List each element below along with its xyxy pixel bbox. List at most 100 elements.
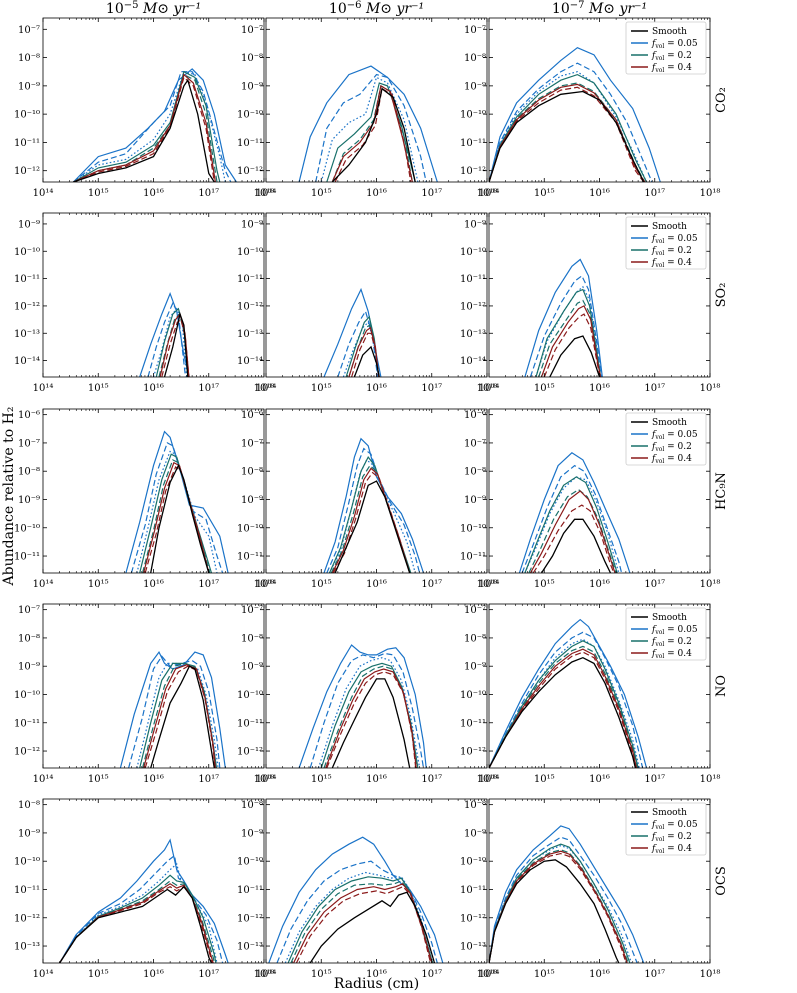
y-tick-label: 10⁻¹⁰ <box>460 110 486 121</box>
smooth-line <box>540 518 612 573</box>
y-tick-label: 10⁻⁷ <box>18 438 40 449</box>
panel: 10¹⁴ 10¹⁵ 10¹⁶ 10¹⁷ 10¹⁸ 10⁻¹² 10⁻¹¹ 10⁻¹⁰ 10⁻⁹ 1… <box>14 17 274 199</box>
smooth-line <box>489 656 637 768</box>
y-tick-label: 10⁻¹² <box>460 301 486 312</box>
legend-label: fvol = 0.2 <box>651 246 692 257</box>
x-tick-label: 10¹⁶ <box>589 579 610 590</box>
x-tick-label: 10¹⁷ <box>644 579 665 590</box>
panel: 10¹⁴ 10¹⁵ 10¹⁶ 10¹⁷ 10¹⁸ 10⁻¹² 10⁻¹¹ 10⁻¹⁰ 10⁻⁹ 1… <box>237 17 497 199</box>
y-tick-label: 10⁻¹⁰ <box>14 690 40 701</box>
series-line <box>489 62 653 182</box>
x-tick-label: 10¹⁶ <box>143 383 164 394</box>
y-tick-label: 10⁻¹² <box>237 913 263 924</box>
smooth-line <box>331 678 411 768</box>
series-line <box>529 274 602 377</box>
curves <box>489 618 648 768</box>
x-tick-label: 10¹⁴ <box>33 188 54 199</box>
series-line <box>543 313 601 377</box>
series-line <box>59 854 224 963</box>
y-tick-label: 10⁻¹² <box>460 913 486 924</box>
x-tick-label: 10¹⁸ <box>477 969 498 980</box>
species-label: HC₉N <box>714 472 729 510</box>
x-tick-label: 10¹⁴ <box>256 579 277 590</box>
x-tick-label: 10¹⁶ <box>366 383 387 394</box>
x-tick-label: 10¹⁵ <box>311 969 332 980</box>
series-line <box>518 452 631 573</box>
species-label: CO₂ <box>714 87 729 113</box>
series-line <box>73 73 216 182</box>
legend-box <box>625 216 707 270</box>
series-line <box>317 657 421 768</box>
y-tick-label: 10⁻¹⁰ <box>237 523 263 534</box>
y-tick-label: 10⁻¹³ <box>237 942 263 953</box>
y-tick-label: 10⁻¹⁰ <box>460 690 486 701</box>
series-line <box>489 849 629 963</box>
x-tick-label: 10¹⁶ <box>589 383 610 394</box>
y-tick-label: 10⁻⁹ <box>464 219 486 230</box>
y-tick-label: 10⁻¹² <box>460 166 486 177</box>
panel: 10¹⁴ 10¹⁵ 10¹⁶ 10¹⁷ 10¹⁸ 10⁻¹³ 10⁻¹² 10⁻¹¹ 10⁻¹⁰… <box>237 798 498 980</box>
plot-frame <box>42 603 265 769</box>
x-tick-label: 10¹⁴ <box>479 188 500 199</box>
series-line <box>489 47 661 182</box>
y-tick-label: 10⁻⁹ <box>241 828 263 839</box>
series-line <box>141 459 211 573</box>
x-tick-label: 10¹⁸ <box>254 969 275 980</box>
series-line <box>284 871 436 963</box>
y-tick-label: 10⁻¹⁰ <box>237 857 263 868</box>
y-tick-label: 10⁻⁹ <box>18 81 40 92</box>
legend-box <box>625 607 707 661</box>
y-tick-label: 10⁻⁹ <box>464 81 486 92</box>
y-tick-label: 10⁻⁹ <box>241 662 263 673</box>
x-tick-label: 10¹⁷ <box>421 969 442 980</box>
curves <box>139 291 190 377</box>
series-line <box>128 655 221 768</box>
x-tick-label: 10¹⁴ <box>33 383 54 394</box>
y-tick-label: 10⁻⁸ <box>241 633 263 644</box>
series-line <box>59 838 229 963</box>
panel: 10¹⁴ 10¹⁵ 10¹⁶ 10¹⁷ 10¹⁸ 10⁻¹⁴ 10⁻¹³ 10⁻¹² 10⁻¹¹… <box>237 212 497 394</box>
x-tick-label: 10¹⁶ <box>143 188 164 199</box>
legend-label: fvol = 0.2 <box>651 51 692 62</box>
y-tick-label: 10⁻¹⁴ <box>14 356 40 367</box>
x-tick-label: 10¹⁵ <box>88 383 109 394</box>
y-tick-label: 10⁻¹² <box>14 166 40 177</box>
x-tick-label: 10¹⁷ <box>421 383 442 394</box>
x-tick-label: 10¹⁴ <box>479 774 500 785</box>
y-tick-label: 10⁻¹¹ <box>237 274 263 285</box>
y-tick-label: 10⁻¹⁰ <box>237 690 263 701</box>
y-tick-label: 10⁻⁸ <box>464 633 486 644</box>
y-tick-label: 10⁻¹² <box>237 747 263 758</box>
smooth-line <box>353 345 380 377</box>
series-line <box>524 476 618 573</box>
x-tick-label: 10¹⁸ <box>477 774 498 785</box>
x-tick-label: 10¹⁷ <box>421 774 442 785</box>
legend-label: fvol = 0.4 <box>651 258 692 269</box>
plot-frame <box>265 17 488 183</box>
series-line <box>348 326 380 377</box>
y-tick-label: 10⁻⁹ <box>241 81 263 92</box>
series-line <box>144 466 210 573</box>
y-tick-label: 10⁻¹⁴ <box>237 356 263 367</box>
x-tick-label: 10¹⁸ <box>254 774 275 785</box>
series-line <box>489 836 638 963</box>
y-tick-label: 10⁻¹⁰ <box>14 857 40 868</box>
y-tick-label: 10⁻⁶ <box>241 410 263 421</box>
y-tick-label: 10⁻¹⁴ <box>460 356 486 367</box>
series-line <box>521 464 623 573</box>
x-tick-label: 10¹⁸ <box>700 188 721 199</box>
y-tick-label: 10⁻⁹ <box>18 662 40 673</box>
x-tick-label: 10¹⁴ <box>256 188 277 199</box>
x-tick-label: 10¹⁷ <box>198 774 219 785</box>
curves <box>489 47 661 182</box>
x-tick-label: 10¹⁵ <box>534 579 555 590</box>
series-line <box>524 258 603 377</box>
y-tick-label: 10⁻⁸ <box>464 53 486 64</box>
series-line <box>540 305 602 377</box>
series-line <box>72 68 237 182</box>
series-line <box>489 631 644 768</box>
y-tick-label: 10⁻⁷ <box>464 605 486 616</box>
x-tick-label: 10¹⁴ <box>33 579 54 590</box>
x-tick-label: 10¹⁷ <box>198 579 219 590</box>
legend-label: fvol = 0.2 <box>651 832 692 843</box>
